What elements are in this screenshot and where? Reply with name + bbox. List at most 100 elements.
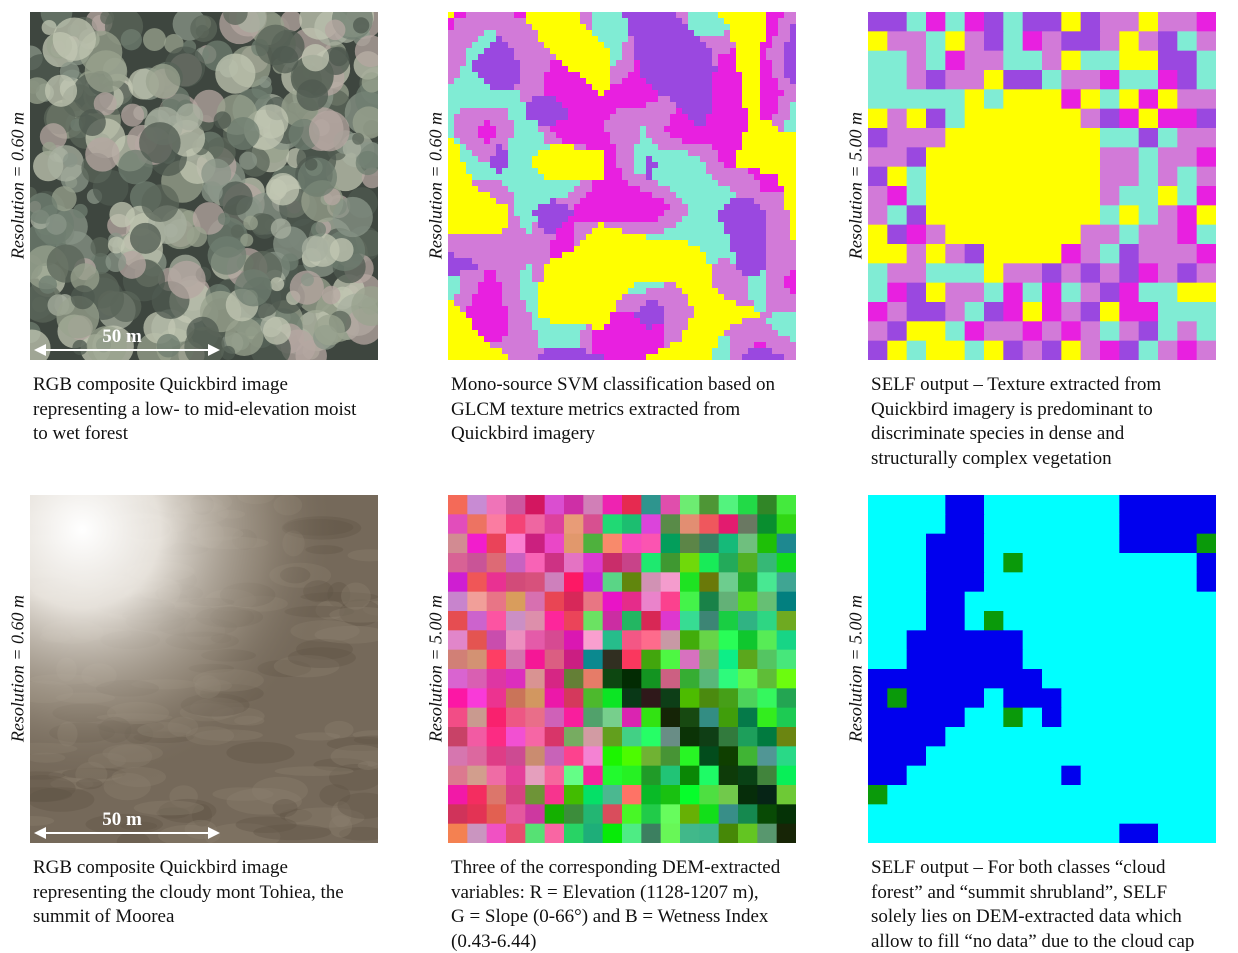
pixel bbox=[448, 630, 468, 651]
pixel bbox=[580, 252, 587, 259]
pixel bbox=[467, 630, 488, 651]
pixel bbox=[760, 342, 767, 349]
pixel bbox=[538, 90, 545, 97]
pixel bbox=[712, 264, 719, 271]
pixel bbox=[622, 252, 629, 259]
pixel bbox=[670, 228, 677, 235]
pixel bbox=[448, 240, 455, 247]
pixel bbox=[574, 198, 581, 205]
pixel bbox=[634, 150, 641, 157]
pixel bbox=[682, 210, 689, 217]
pixel bbox=[598, 186, 605, 193]
canopy bbox=[213, 111, 232, 129]
pixel bbox=[568, 186, 575, 193]
pixel bbox=[784, 324, 791, 331]
pixel bbox=[706, 48, 713, 55]
pixel bbox=[868, 611, 888, 631]
caption-line: GLCM texture metrics extracted from bbox=[451, 398, 741, 420]
pixel bbox=[1119, 591, 1140, 612]
pixel bbox=[466, 234, 473, 241]
pixel bbox=[700, 294, 707, 301]
pixel bbox=[790, 216, 796, 223]
pixel bbox=[1003, 823, 1024, 843]
pixel bbox=[664, 78, 671, 85]
pixel bbox=[502, 36, 509, 43]
pixel bbox=[738, 591, 758, 612]
pixel bbox=[682, 306, 689, 313]
pixel bbox=[772, 216, 779, 223]
pixel bbox=[1080, 70, 1101, 90]
pixel bbox=[652, 246, 659, 253]
pixel bbox=[1119, 707, 1140, 728]
pixel bbox=[472, 138, 479, 145]
pixel bbox=[472, 48, 479, 55]
pixel bbox=[1080, 553, 1101, 573]
pixel bbox=[1022, 688, 1043, 709]
pixel bbox=[699, 514, 720, 535]
pixel bbox=[634, 336, 641, 343]
pixel bbox=[496, 234, 503, 241]
pixel bbox=[562, 84, 569, 91]
pixel bbox=[682, 258, 689, 265]
pixel bbox=[532, 162, 539, 169]
pixel bbox=[1080, 823, 1101, 843]
pixel bbox=[622, 342, 629, 349]
pixel bbox=[772, 144, 779, 151]
pixel bbox=[532, 114, 539, 121]
pixel bbox=[448, 300, 455, 307]
pixel bbox=[1003, 649, 1024, 670]
pixel bbox=[484, 30, 491, 37]
pixel bbox=[730, 192, 737, 199]
pixel bbox=[748, 126, 755, 133]
pixel bbox=[652, 222, 659, 229]
pixel bbox=[472, 336, 479, 343]
pixel bbox=[622, 495, 642, 515]
pixel bbox=[514, 114, 521, 121]
pixel bbox=[550, 306, 557, 313]
pixel bbox=[628, 114, 635, 121]
pixel bbox=[742, 198, 749, 205]
pixel bbox=[592, 144, 599, 151]
pixel bbox=[1119, 823, 1140, 843]
pixel bbox=[906, 186, 927, 206]
pixel bbox=[784, 330, 791, 337]
pixel bbox=[784, 252, 791, 259]
pixel bbox=[1003, 89, 1024, 110]
pixel bbox=[496, 162, 503, 169]
pixel bbox=[520, 270, 527, 277]
pixel bbox=[496, 126, 503, 133]
canopy bbox=[156, 333, 181, 358]
pixel bbox=[694, 210, 701, 217]
pixel bbox=[640, 246, 647, 253]
pixel bbox=[694, 96, 701, 103]
pixel bbox=[544, 342, 551, 349]
pixel bbox=[610, 276, 617, 283]
pixel bbox=[496, 12, 503, 19]
pixel bbox=[460, 276, 467, 283]
pixel bbox=[736, 144, 743, 151]
canopy bbox=[270, 277, 285, 292]
pixel bbox=[556, 54, 563, 61]
pixel bbox=[616, 66, 623, 73]
pixel bbox=[652, 324, 659, 331]
pixel bbox=[598, 72, 605, 79]
pixel bbox=[628, 324, 635, 331]
caption-line: variables: R = Elevation (1128-1207 m), bbox=[451, 881, 759, 903]
pixel bbox=[616, 294, 623, 301]
pixel bbox=[706, 174, 713, 181]
pixel bbox=[664, 156, 671, 163]
pixel bbox=[1196, 205, 1216, 226]
pixel bbox=[628, 342, 635, 349]
pixel bbox=[580, 312, 587, 319]
pixel bbox=[790, 186, 796, 193]
pixel bbox=[550, 138, 557, 145]
pixel bbox=[544, 204, 551, 211]
pixel bbox=[706, 282, 713, 289]
pixel bbox=[502, 114, 509, 121]
pixel bbox=[790, 276, 796, 283]
pixel bbox=[926, 302, 946, 322]
pixel bbox=[682, 42, 689, 49]
pixel bbox=[562, 348, 569, 355]
pixel bbox=[484, 12, 491, 19]
pixel bbox=[610, 114, 617, 121]
